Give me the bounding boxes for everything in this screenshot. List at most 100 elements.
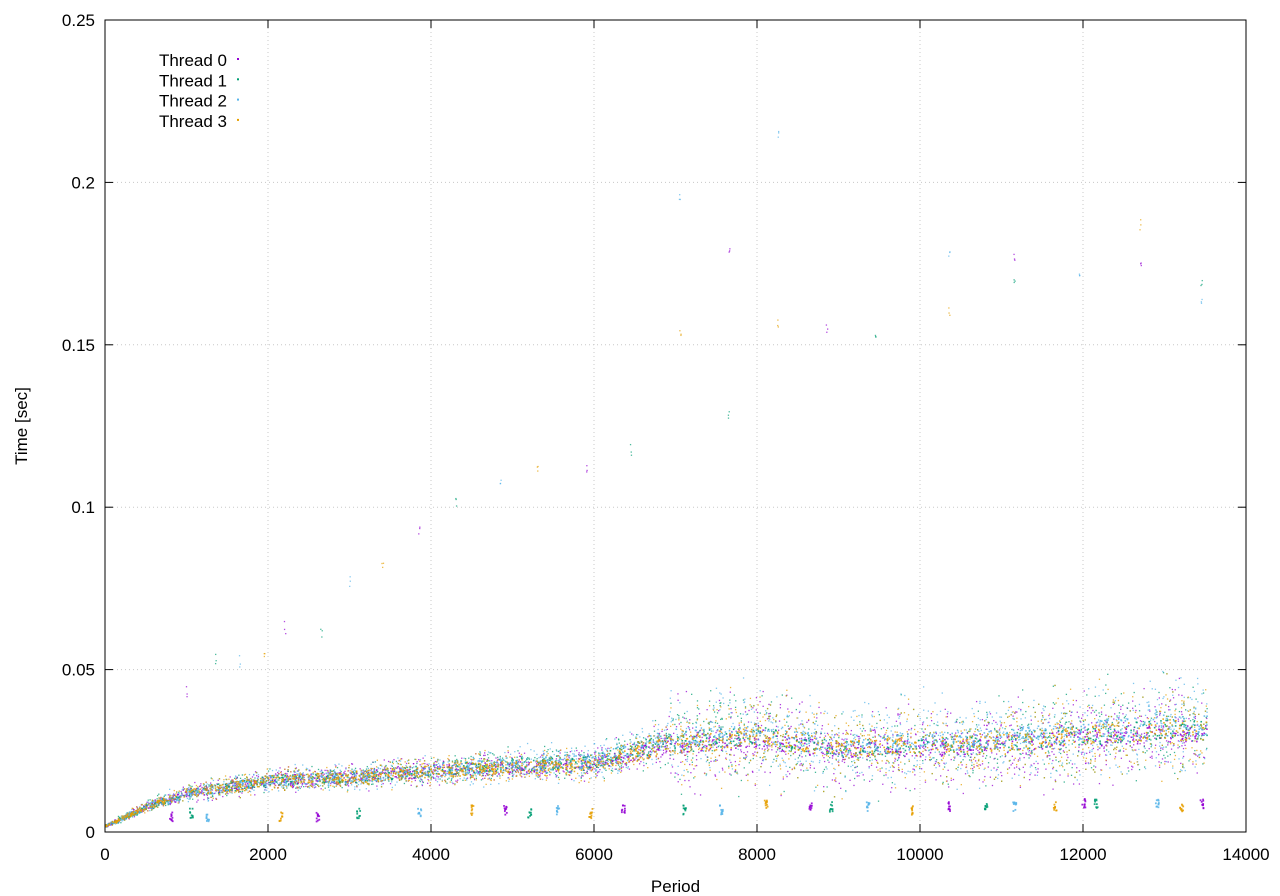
data-point (1052, 768, 1054, 770)
data-point (541, 763, 543, 765)
data-point (1107, 731, 1110, 734)
data-point (598, 761, 600, 763)
data-point (853, 777, 856, 780)
data-point (199, 788, 201, 791)
data-point (203, 798, 205, 801)
data-point (695, 736, 697, 738)
data-point (762, 705, 764, 707)
data-point (820, 751, 823, 754)
data-point (1070, 711, 1073, 713)
data-point (582, 775, 584, 777)
data-point (239, 777, 242, 780)
data-point (1136, 731, 1138, 733)
data-point (807, 737, 810, 740)
data-point (212, 779, 215, 782)
data-point (751, 741, 754, 744)
data-point (511, 758, 514, 760)
data-point (905, 745, 908, 748)
data-point (783, 745, 786, 748)
data-point (815, 786, 817, 788)
data-point (483, 752, 486, 754)
data-point (1052, 702, 1055, 704)
data-point (322, 772, 324, 774)
data-point (1125, 728, 1127, 730)
data-point (385, 764, 387, 767)
data-point (472, 774, 474, 777)
data-point (199, 785, 202, 787)
data-point (1086, 740, 1089, 743)
data-point (635, 733, 638, 736)
data-point (874, 732, 876, 734)
data-point (1051, 743, 1053, 745)
data-point (226, 785, 228, 787)
data-point (986, 724, 988, 727)
data-point (914, 774, 916, 776)
data-point (1082, 714, 1084, 716)
data-point (835, 750, 838, 753)
data-point (1120, 729, 1122, 731)
data-point (648, 751, 650, 753)
data-point (638, 748, 640, 751)
data-point (384, 775, 387, 777)
data-point (172, 797, 175, 800)
data-point (457, 779, 459, 781)
data-point (393, 770, 396, 773)
data-point (985, 742, 988, 744)
data-point (762, 690, 764, 693)
data-point (653, 725, 655, 728)
data-point (375, 769, 378, 772)
data-point (274, 773, 277, 775)
data-point (752, 757, 754, 760)
data-point (387, 760, 390, 763)
data-point (944, 708, 946, 710)
data-point (918, 745, 920, 747)
data-point (117, 822, 120, 824)
data-point (463, 767, 466, 770)
data-point (616, 762, 618, 765)
data-point (342, 774, 344, 777)
data-point (839, 747, 842, 750)
data-point (1118, 712, 1121, 714)
data-point (1056, 736, 1059, 738)
data-point (802, 763, 804, 765)
data-point (787, 725, 789, 727)
data-point (1112, 724, 1114, 726)
data-point (729, 753, 731, 756)
data-point (897, 713, 899, 715)
data-point (470, 755, 472, 758)
data-point (872, 736, 874, 738)
data-point (758, 769, 760, 771)
data-point (241, 779, 243, 782)
data-point (1098, 725, 1100, 727)
data-point (885, 762, 887, 764)
data-point (1067, 726, 1070, 729)
data-point (415, 777, 417, 779)
data-point (688, 722, 690, 724)
data-point (720, 718, 722, 721)
data-point (589, 769, 591, 771)
data-point (963, 753, 966, 756)
data-point (831, 748, 834, 751)
data-point (745, 746, 747, 749)
data-point (1078, 783, 1081, 785)
data-point (718, 736, 720, 738)
data-point (372, 772, 374, 775)
data-point (745, 753, 747, 756)
data-point (493, 765, 495, 767)
data-point (1139, 739, 1141, 742)
data-point (807, 719, 810, 722)
data-point (1122, 721, 1125, 724)
data-point (351, 763, 354, 765)
data-point (686, 750, 689, 753)
data-point (647, 736, 649, 738)
data-point (330, 782, 332, 785)
data-point (740, 720, 742, 722)
data-point (1158, 734, 1161, 737)
data-point (1048, 721, 1050, 723)
data-point (586, 770, 588, 773)
data-point (433, 764, 435, 766)
data-point (896, 750, 898, 752)
data-point (390, 773, 392, 775)
data-point (721, 718, 723, 720)
data-point (437, 776, 440, 778)
